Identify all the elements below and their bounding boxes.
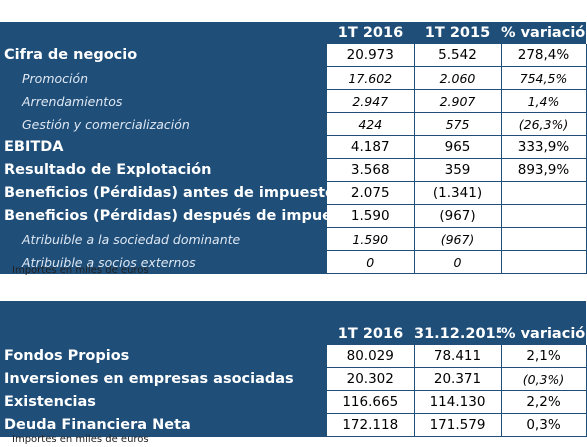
row-value-2: 0 [414,250,502,274]
col-header-1t-2016: 1T 2016 [327,22,414,44]
row-label: Atribuible a la sociedad dominante [0,227,327,251]
row-value-1: 424 [327,112,415,136]
row-value-1: 1.590 [327,227,415,251]
table-row: EBITDA 4.187 965 333,9% [0,135,587,159]
row-value-1: 17.602 [327,66,415,90]
row-value-3 [501,204,587,228]
row-value-3: 333,9% [501,135,587,159]
row-value-3 [501,227,587,251]
row-label: Atribuible a socios externos [0,250,327,274]
row-label: Inversiones en empresas asociadas [0,367,327,391]
table-row: Fondos Propios 80.029 78.411 2,1% [0,345,587,368]
row-value-3: 1,4% [501,89,587,113]
row-label: Beneficios (Pérdidas) antes de impuestos [0,181,327,205]
row-value-3 [501,181,587,205]
results-header-row: 1T 2016 1T 2015 % variación [0,22,586,44]
col-header-1t-2015: 1T 2015 [414,22,501,44]
col-header-variation: % variación [501,22,586,44]
row-value-2: 575 [414,112,502,136]
table-row: Inversiones en empresas asociadas 20.302 2… [0,367,587,391]
row-value-1: 2.947 [327,89,415,113]
row-label: Arrendamientos [0,89,327,113]
col-header-31-12-2015: 31.12.2015 [414,323,501,345]
header-blank-cell [0,323,327,345]
row-value-1: 172.118 [327,413,415,437]
row-value-3: (26,3%) [501,112,587,136]
row-value-3: 0,3% [501,413,587,437]
row-value-2: (967) [414,204,502,228]
row-value-2: (1.341) [414,181,502,205]
row-value-3: (0,3%) [501,367,587,391]
row-value-3: 2,1% [501,345,587,368]
table2-note: Importes en miles de euros [12,434,149,445]
table-row: Arrendamientos 2.947 2.907 1,4% [0,89,587,113]
col-header-1t-2016: 1T 2016 [327,323,414,345]
row-label: Resultado de Explotación [0,158,327,182]
table-row: Beneficios (Pérdidas) después de impuest… [0,204,587,228]
table-row: Atribuible a socios externos 0 0 [0,250,587,274]
row-value-2: 359 [414,158,502,182]
row-value-1: 80.029 [327,345,415,368]
table-row: Atribuible a la sociedad dominante 1.590(… [0,227,587,251]
row-label: Cifra de negocio [0,44,327,67]
row-value-1: 0 [327,250,415,274]
row-value-3: 893,9% [501,158,587,182]
balance-table: 1T 2016 31.12.2015 % variación Fondos Pr… [0,301,587,437]
row-value-2: 20.371 [414,367,502,391]
row-value-3: 278,4% [501,44,587,67]
row-label: EBITDA [0,135,327,159]
table-row: Promoción 17.602 2.060 754,5% [0,66,587,90]
table-row: Cifra de negocio 20.973 5.542 278,4% [0,44,587,67]
row-value-1: 3.568 [327,158,415,182]
balance-header-row: 1T 2016 31.12.2015 % variación [0,323,586,345]
row-value-3: 754,5% [501,66,587,90]
row-label: Gestión y comercialización [0,112,327,136]
header-band [0,301,586,323]
row-value-2: 965 [414,135,502,159]
results-table: 1T 2016 1T 2015 % variación Cifra de neg… [0,22,587,274]
row-value-2: (967) [414,227,502,251]
row-label: Fondos Propios [0,345,327,368]
table-row: Existencias 116.665 114.130 2,2% [0,390,587,414]
col-header-variation: % variación [501,323,586,345]
balance-blank-row [0,301,586,323]
header-blank-cell [0,22,327,44]
row-value-3 [501,250,587,274]
row-label: Promoción [0,66,327,90]
row-value-1: 4.187 [327,135,415,159]
row-label: Beneficios (Pérdidas) después de impuest… [0,204,327,228]
row-value-2: 171.579 [414,413,502,437]
row-value-1: 1.590 [327,204,415,228]
row-value-1: 116.665 [327,390,415,414]
table-row: Resultado de Explotación 3.568 359 893,9% [0,158,587,182]
table-row: Deuda Financiera Neta 172.118 171.579 0,3% [0,413,587,437]
row-label: Existencias [0,390,327,414]
row-value-2: 5.542 [414,44,502,67]
row-value-2: 2.907 [414,89,502,113]
row-value-1: 20.302 [327,367,415,391]
row-value-1: 2.075 [327,181,415,205]
row-value-2: 2.060 [414,66,502,90]
table-row: Gestión y comercialización 424 575 (26,3%) [0,112,587,136]
row-value-1: 20.973 [327,44,415,67]
row-value-2: 114.130 [414,390,502,414]
row-value-3: 2,2% [501,390,587,414]
table1-note: Importes en miles de euros [12,265,149,276]
row-value-2: 78.411 [414,345,502,368]
row-label: Deuda Financiera Neta [0,413,327,437]
table-row: Beneficios (Pérdidas) antes de impuestos… [0,181,587,205]
